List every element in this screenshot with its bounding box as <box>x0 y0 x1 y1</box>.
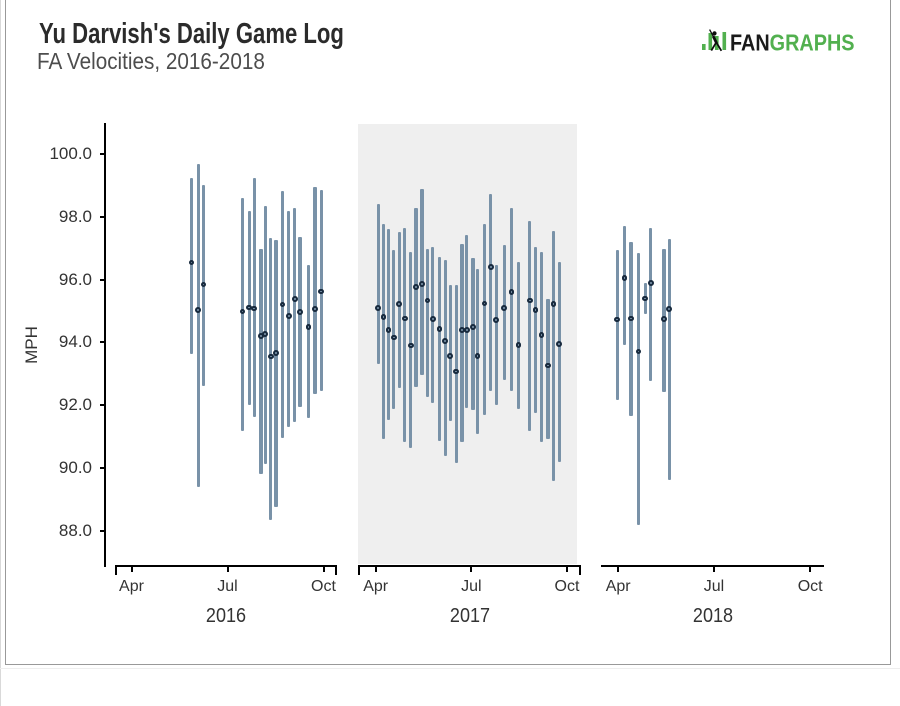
svg-text:FANGRAPHS: FANGRAPHS <box>730 29 855 55</box>
